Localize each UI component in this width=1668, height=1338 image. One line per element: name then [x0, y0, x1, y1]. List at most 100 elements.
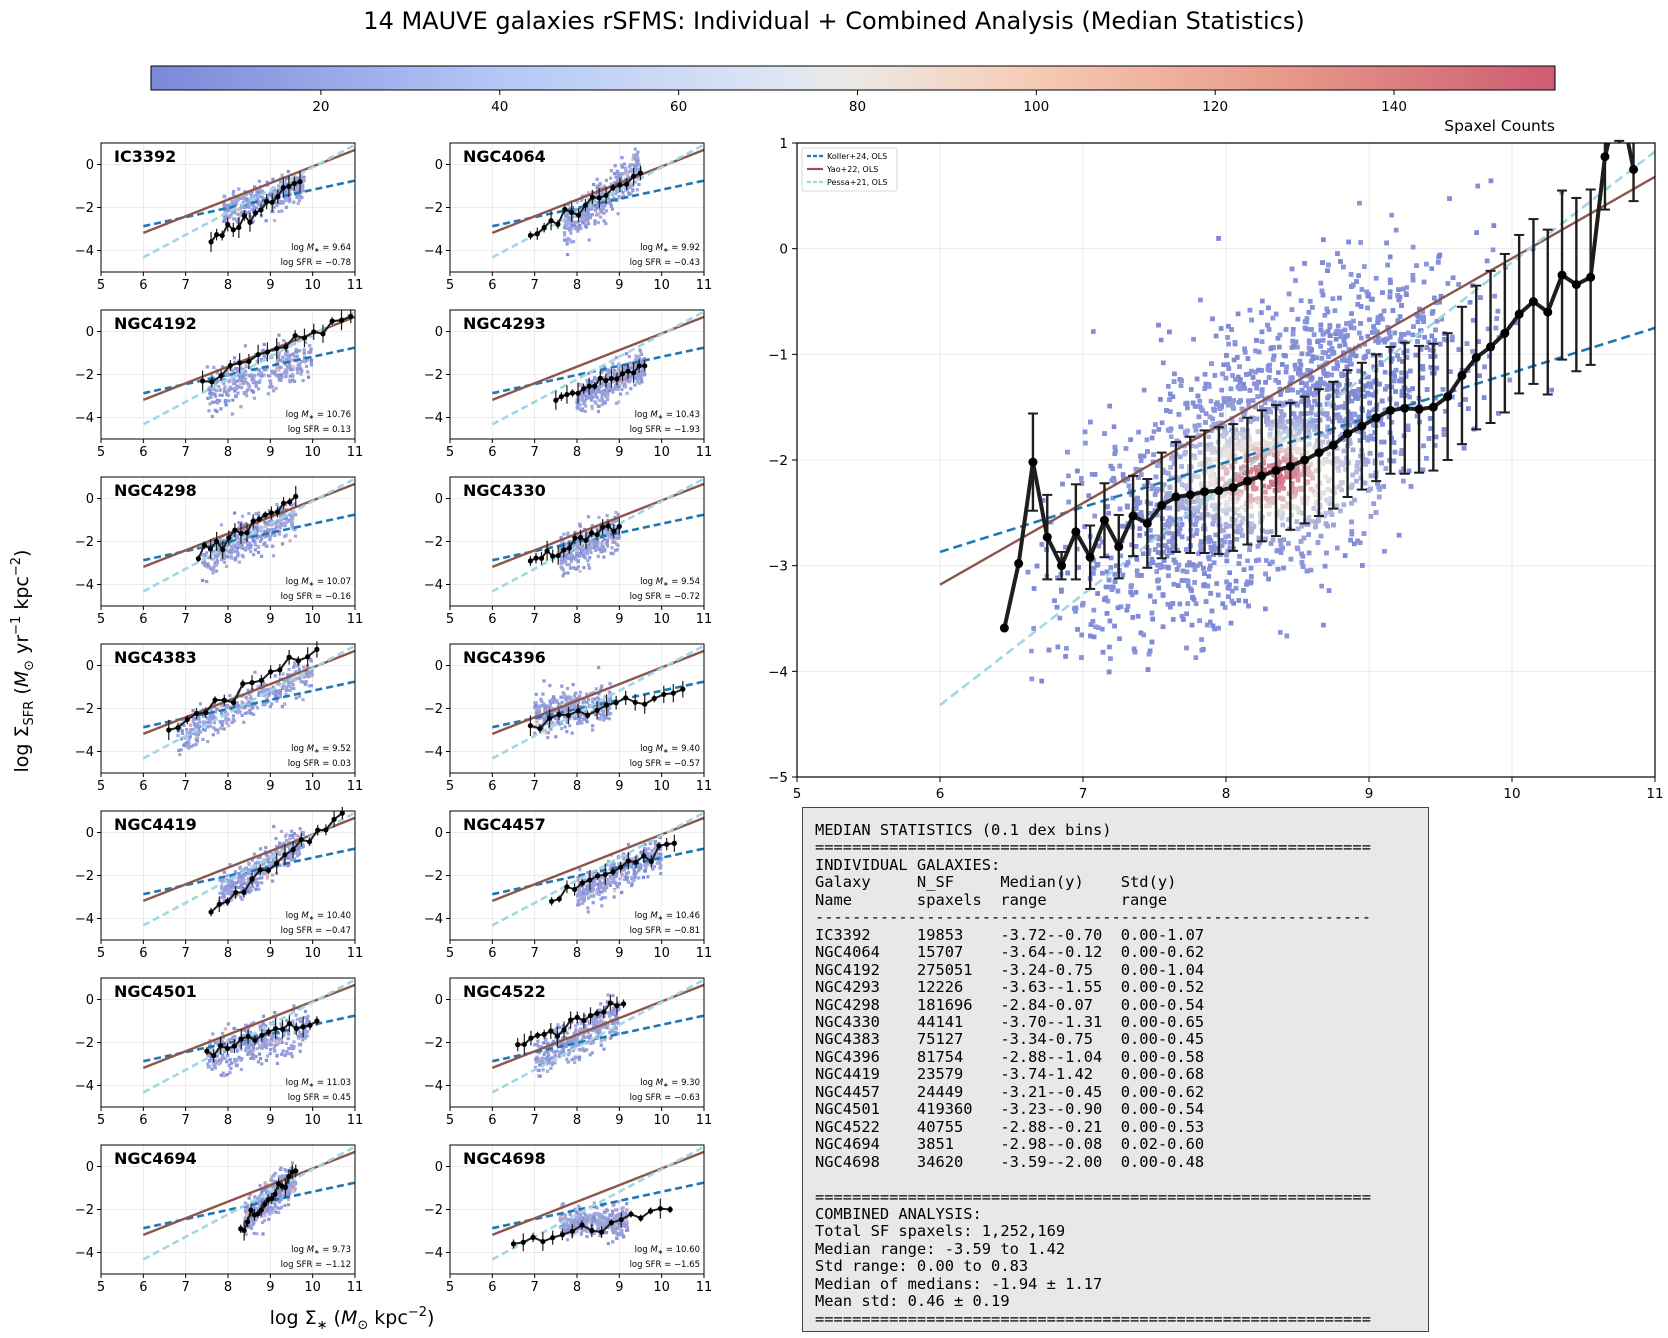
spaxel-bin — [214, 569, 219, 573]
spaxel-bin — [643, 846, 647, 851]
spaxel-bin — [251, 377, 255, 381]
spaxel-bin — [604, 716, 608, 720]
spaxel-bin — [223, 385, 227, 389]
spaxel-bin — [583, 221, 587, 225]
spaxel-bin — [595, 1030, 599, 1034]
spaxel-bin — [284, 205, 289, 209]
median-point — [231, 1043, 237, 1049]
spaxel-bin — [205, 579, 209, 584]
median-point — [241, 889, 247, 895]
spaxel-bin — [256, 1060, 260, 1064]
median-point — [564, 884, 570, 890]
spaxel-bin — [587, 543, 591, 547]
x-tick-label: 10 — [304, 946, 321, 961]
spaxel-bin — [211, 568, 215, 572]
spaxel-bin — [612, 895, 616, 899]
spaxel-bin — [606, 196, 610, 200]
spaxel-bin — [290, 187, 294, 191]
spaxel-bin — [581, 892, 586, 896]
spaxel-bin — [292, 200, 296, 204]
spaxel-bin — [303, 1015, 307, 1020]
spaxel-bin — [289, 680, 294, 684]
spaxel-bin — [576, 220, 580, 224]
spaxel-bin — [560, 1040, 565, 1044]
spaxel-bin — [273, 369, 277, 373]
spaxel-bin — [303, 1036, 307, 1040]
spaxel-bin — [222, 219, 226, 223]
spaxel-bin — [606, 859, 611, 863]
spaxel-bin — [270, 369, 274, 373]
spaxel-bin — [186, 745, 190, 749]
sfr-label: log SFR = −0.43 — [630, 258, 700, 268]
spaxel-bin — [613, 540, 617, 544]
spaxel-bin — [287, 378, 292, 382]
spaxel-bin — [585, 720, 589, 724]
spaxel-bin — [578, 223, 582, 228]
median-point — [214, 538, 220, 544]
spaxel-bin — [223, 885, 227, 890]
spaxel-bin — [543, 706, 547, 711]
spaxel-bin — [223, 216, 227, 221]
spaxel-bin — [241, 381, 245, 386]
spaxel-bin — [283, 1053, 287, 1058]
spaxel-bin — [557, 1026, 562, 1030]
spaxel-bin — [535, 1057, 539, 1061]
spaxel-bin — [236, 552, 240, 556]
spaxel-bin — [570, 224, 574, 228]
spaxel-bin — [220, 558, 224, 562]
spaxel-bin — [607, 717, 611, 721]
spaxel-bin — [230, 890, 234, 894]
spaxel-bin — [223, 710, 228, 714]
x-tick-label: 9 — [266, 779, 274, 794]
spaxel-bin — [569, 231, 573, 235]
median-point — [257, 867, 263, 873]
spaxel-bin — [616, 386, 620, 391]
spaxel-bin — [576, 227, 580, 231]
spaxel-bin — [299, 177, 303, 181]
spaxel-bin — [244, 391, 248, 395]
spaxel-bin — [562, 692, 567, 697]
spaxel-bin — [274, 524, 278, 528]
spaxel-bin — [611, 1012, 615, 1016]
spaxel-bin — [232, 1026, 236, 1031]
spaxel-bin — [632, 878, 636, 882]
spaxel-bin — [260, 374, 264, 378]
median-point — [252, 1037, 258, 1043]
spaxel-bin — [614, 192, 618, 196]
spaxel-bin — [236, 1043, 240, 1047]
median-point — [301, 335, 308, 341]
spaxel-bin — [291, 516, 295, 520]
spaxel-bin — [244, 362, 248, 366]
spaxel-bin — [565, 252, 570, 257]
spaxel-bin — [191, 731, 195, 735]
spaxel-bin — [210, 540, 214, 544]
spaxel-bin — [584, 216, 589, 221]
spaxel-bin — [217, 1062, 221, 1066]
spaxel-bin — [612, 519, 617, 523]
median-point — [200, 378, 206, 384]
spaxel-bin — [215, 558, 219, 563]
spaxel-bin — [234, 542, 238, 546]
spaxel-bin — [605, 385, 609, 389]
spaxel-bin — [274, 192, 278, 196]
median-point — [561, 547, 567, 553]
spaxel-bin — [547, 1053, 551, 1057]
spaxel-bin — [247, 692, 251, 696]
spaxel-bin — [553, 1061, 557, 1065]
spaxel-bin — [274, 689, 279, 693]
spaxel-bin — [188, 735, 192, 739]
spaxel-bin — [605, 541, 609, 545]
spaxel-bin — [609, 168, 613, 173]
spaxel-bin — [254, 197, 258, 201]
pessa-line — [491, 978, 705, 1094]
spaxel-bin — [597, 887, 601, 891]
spaxel-bin — [597, 398, 601, 402]
median-point — [220, 547, 226, 553]
spaxel-bin — [541, 692, 545, 696]
spaxel-bin — [244, 526, 248, 530]
spaxel-bin — [230, 547, 234, 551]
spaxel-bin — [292, 686, 296, 691]
spaxel-bin — [286, 170, 290, 174]
spaxel-bin — [217, 399, 222, 403]
spaxel-bin — [618, 172, 622, 176]
